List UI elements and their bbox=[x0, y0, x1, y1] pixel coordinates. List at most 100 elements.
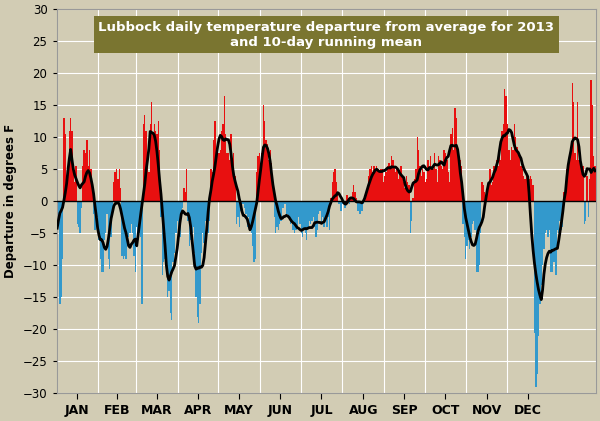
Bar bbox=[373, 166, 375, 201]
Bar bbox=[499, 157, 500, 201]
Bar bbox=[93, 201, 94, 214]
Bar bbox=[548, 201, 550, 230]
Bar bbox=[380, 169, 382, 201]
Bar bbox=[458, 160, 460, 201]
Bar bbox=[132, 201, 133, 233]
Bar bbox=[472, 201, 473, 224]
Bar bbox=[148, 173, 149, 201]
Bar bbox=[445, 153, 446, 201]
Bar bbox=[281, 201, 283, 208]
Bar bbox=[518, 153, 519, 201]
Bar bbox=[154, 125, 155, 201]
Bar bbox=[343, 201, 344, 205]
Bar bbox=[558, 201, 559, 233]
Bar bbox=[433, 169, 434, 201]
Bar bbox=[74, 182, 76, 201]
Bar bbox=[284, 201, 286, 205]
Bar bbox=[323, 201, 325, 227]
Bar bbox=[423, 173, 425, 201]
Bar bbox=[101, 201, 103, 272]
Bar bbox=[308, 201, 310, 221]
Bar bbox=[265, 141, 267, 201]
Bar bbox=[561, 201, 562, 230]
Bar bbox=[377, 169, 379, 201]
Bar bbox=[198, 201, 199, 323]
Bar bbox=[436, 169, 437, 201]
Bar bbox=[524, 179, 526, 201]
Bar bbox=[61, 201, 62, 297]
Bar bbox=[151, 102, 152, 201]
Bar bbox=[233, 153, 235, 201]
Bar bbox=[418, 150, 419, 201]
Bar bbox=[264, 121, 265, 201]
Bar bbox=[286, 201, 287, 214]
Bar bbox=[239, 201, 240, 227]
Bar bbox=[224, 96, 225, 201]
Bar bbox=[137, 201, 139, 240]
Bar bbox=[271, 163, 272, 201]
Bar bbox=[223, 125, 224, 201]
Bar bbox=[166, 201, 167, 269]
Bar bbox=[438, 157, 439, 201]
Bar bbox=[202, 201, 203, 233]
Bar bbox=[334, 169, 335, 201]
Bar bbox=[230, 134, 232, 201]
Bar bbox=[589, 179, 590, 201]
Bar bbox=[340, 201, 341, 211]
Bar bbox=[105, 201, 106, 233]
Bar bbox=[56, 195, 58, 201]
Bar bbox=[427, 160, 428, 201]
Bar bbox=[557, 201, 558, 230]
Bar bbox=[593, 157, 595, 201]
Bar bbox=[262, 153, 263, 201]
Bar bbox=[388, 163, 389, 201]
Bar bbox=[488, 182, 490, 201]
Bar bbox=[583, 166, 584, 201]
Bar bbox=[190, 201, 191, 240]
Bar bbox=[398, 179, 399, 201]
Bar bbox=[526, 176, 527, 201]
Bar bbox=[495, 173, 496, 201]
Bar bbox=[209, 201, 210, 221]
Bar bbox=[213, 141, 214, 201]
Bar bbox=[568, 160, 569, 201]
Bar bbox=[422, 169, 423, 201]
Bar bbox=[325, 201, 326, 221]
Bar bbox=[260, 166, 262, 201]
Bar bbox=[457, 147, 458, 201]
Bar bbox=[543, 201, 545, 249]
Bar bbox=[332, 182, 333, 201]
Bar bbox=[490, 169, 491, 201]
Bar bbox=[584, 201, 585, 224]
Bar bbox=[135, 201, 136, 272]
Bar bbox=[303, 201, 305, 230]
Bar bbox=[573, 102, 574, 201]
Bar bbox=[395, 173, 396, 201]
Bar bbox=[535, 201, 536, 387]
Bar bbox=[352, 192, 353, 201]
Bar bbox=[448, 173, 449, 201]
Bar bbox=[470, 201, 472, 237]
Bar bbox=[335, 182, 337, 201]
Bar bbox=[176, 201, 178, 221]
Bar bbox=[289, 201, 290, 217]
Bar bbox=[152, 134, 154, 201]
Bar bbox=[566, 169, 568, 201]
Bar bbox=[348, 198, 349, 201]
Bar bbox=[360, 201, 361, 214]
Bar bbox=[226, 153, 228, 201]
Bar bbox=[210, 169, 212, 201]
Bar bbox=[326, 201, 328, 227]
Bar bbox=[321, 201, 322, 224]
Bar bbox=[595, 166, 596, 201]
Bar bbox=[362, 201, 364, 205]
Bar bbox=[527, 182, 529, 201]
Bar bbox=[511, 147, 512, 201]
Bar bbox=[502, 131, 503, 201]
Bar bbox=[287, 201, 289, 214]
Bar bbox=[82, 166, 83, 201]
Bar bbox=[283, 201, 284, 208]
Bar bbox=[322, 201, 323, 217]
Bar bbox=[361, 201, 362, 211]
Bar bbox=[452, 128, 453, 201]
